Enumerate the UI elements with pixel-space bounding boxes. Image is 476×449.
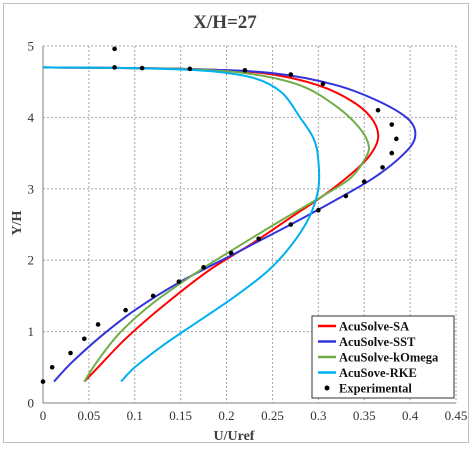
x-tick-label: 0.25 bbox=[261, 408, 284, 423]
experimental-point bbox=[288, 222, 294, 227]
experimental-point bbox=[361, 179, 367, 184]
experimental-point bbox=[288, 72, 294, 77]
experimental-point bbox=[316, 207, 321, 213]
legend-label-acusove-rke: AcuSove-RKE bbox=[339, 366, 417, 380]
x-tick-label: 0 bbox=[40, 408, 47, 423]
experimental-point bbox=[320, 81, 326, 87]
experimental-point bbox=[68, 350, 73, 356]
experimental-point bbox=[139, 65, 145, 71]
experimental-point bbox=[389, 150, 395, 156]
x-tick-label: 0.4 bbox=[402, 408, 419, 423]
experimental-point bbox=[394, 136, 399, 142]
y-tick-label: 4 bbox=[28, 110, 35, 125]
series-line-acusolve-sst bbox=[42, 66, 417, 383]
x-tick-label: 0.15 bbox=[169, 408, 192, 423]
experimental-point bbox=[150, 293, 156, 299]
experimental-point bbox=[375, 107, 381, 113]
y-tick-label: 3 bbox=[28, 181, 35, 196]
experimental-point bbox=[40, 379, 46, 384]
y-axis-ticks: 0 1 2 3 4 5 bbox=[28, 39, 35, 411]
legend-swatch-experimental bbox=[324, 385, 330, 391]
y-tick-label: 2 bbox=[28, 253, 35, 268]
experimental-point bbox=[256, 236, 261, 242]
series-line-acusolve-komega bbox=[42, 66, 370, 383]
y-tick-label: 1 bbox=[28, 324, 35, 339]
series-line-acusolve-sa bbox=[42, 66, 380, 383]
experimental-point bbox=[201, 265, 206, 270]
axes bbox=[42, 46, 456, 404]
series-line-acusove-rke bbox=[42, 66, 321, 383]
experimental-point bbox=[112, 65, 117, 70]
experimental-point bbox=[49, 365, 55, 370]
experimental-point bbox=[389, 122, 395, 127]
experimental-point bbox=[228, 250, 234, 256]
experimental-point bbox=[187, 66, 193, 72]
experimental-point bbox=[343, 193, 349, 199]
x-tick-label: 0.1 bbox=[127, 408, 143, 423]
experimental-point bbox=[176, 279, 182, 284]
legend-label-acusolve-sst: AcuSolve-SST bbox=[339, 335, 416, 349]
chart-frame: X/H=27 0 0.05 0.1 0.15 0.2 0.25 0.3 0.35 0.4 0.45… bbox=[3, 3, 469, 444]
experimental-point bbox=[380, 165, 385, 170]
experimental-points bbox=[40, 46, 399, 384]
legend-label-acusolve-sa: AcuSolve-SA bbox=[339, 319, 409, 333]
legend-label-experimental: Experimental bbox=[339, 381, 412, 395]
experimental-point bbox=[123, 307, 128, 313]
y-tick-label: 0 bbox=[28, 396, 35, 411]
x-tick-label: 0.05 bbox=[78, 408, 101, 423]
x-tick-label: 0.45 bbox=[445, 408, 468, 423]
chart-title: X/H=27 bbox=[193, 12, 257, 33]
series-lines bbox=[42, 66, 417, 383]
x-axis-ticks: 0 0.05 0.1 0.15 0.2 0.25 0.3 0.35 0.4 0.45 bbox=[40, 408, 468, 423]
y-axis-label: Y/H bbox=[10, 210, 25, 235]
legend-label-acusolve-komega: AcuSolve-kOmega bbox=[339, 350, 439, 364]
experimental-point bbox=[82, 336, 87, 342]
x-tick-label: 0.3 bbox=[310, 408, 326, 423]
line-chart: X/H=27 0 0.05 0.1 0.15 0.2 0.25 0.3 0.35 0.4 0.45… bbox=[10, 12, 468, 444]
y-tick-label: 5 bbox=[28, 39, 35, 54]
experimental-point bbox=[242, 67, 248, 73]
x-axis-label: U/Uref bbox=[214, 429, 255, 444]
x-tick-label: 0.2 bbox=[218, 408, 234, 423]
x-tick-label: 0.35 bbox=[353, 408, 376, 423]
experimental-point bbox=[112, 46, 117, 52]
experimental-point bbox=[95, 322, 101, 327]
